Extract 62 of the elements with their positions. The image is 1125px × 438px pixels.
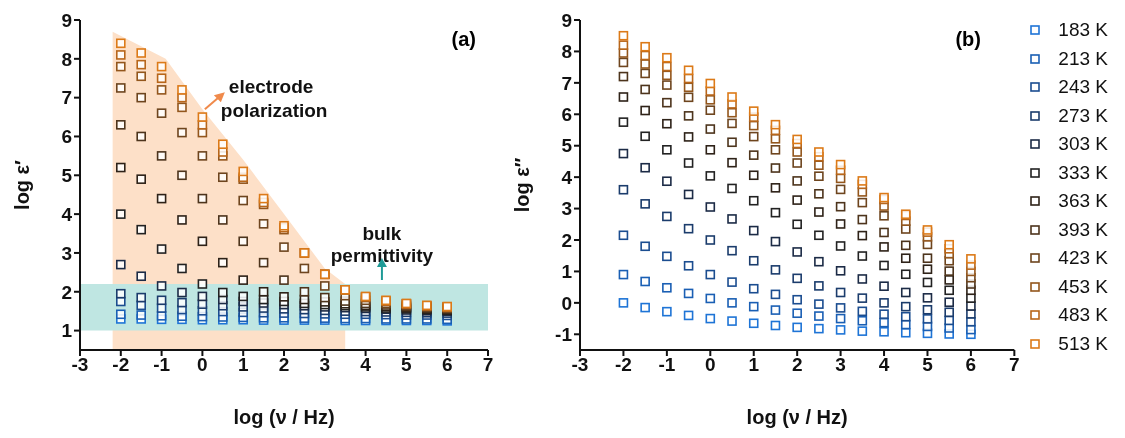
y-tick-label: 6 <box>561 104 572 126</box>
legend-label: 333 K <box>1058 161 1108 184</box>
x-axis-title: log (ν / Hz) <box>746 406 848 428</box>
legend-label: 213 K <box>1058 47 1108 70</box>
legend-label: 393 K <box>1058 218 1108 241</box>
x-tick-label: 4 <box>878 354 890 376</box>
x-tick-label: -2 <box>614 354 632 376</box>
x-tick-label: 2 <box>791 354 803 376</box>
x-tick-label: 0 <box>197 354 208 376</box>
y-tick-label: 2 <box>561 229 572 251</box>
x-axis-title: log (ν / Hz) <box>233 406 335 428</box>
y-axis-title: log ε″ <box>511 157 534 213</box>
y-tick-label: 8 <box>61 48 72 70</box>
legend-label: 363 K <box>1058 190 1108 213</box>
x-tick-label: -1 <box>658 354 676 376</box>
y-tick-label: 9 <box>561 9 572 31</box>
y-tick-label: 4 <box>61 203 73 225</box>
y-tick-label: 6 <box>61 126 72 148</box>
y-tick-label: 0 <box>561 292 572 314</box>
y-tick-label: -1 <box>555 324 573 346</box>
legend-label: 183 K <box>1058 19 1108 42</box>
y-axis-title: log ε′ <box>11 159 34 210</box>
y-tick-label: 9 <box>61 9 72 31</box>
x-tick-label: 1 <box>748 354 760 376</box>
x-tick-label: 1 <box>237 354 249 376</box>
x-tick-label: 6 <box>441 354 453 376</box>
x-tick-label: 7 <box>482 354 494 376</box>
chart-title: (b) <box>955 28 981 51</box>
legend-label: 453 K <box>1058 275 1108 298</box>
x-tick-label: -3 <box>71 354 89 376</box>
legend-label: 483 K <box>1058 304 1108 327</box>
x-tick-label: 2 <box>278 354 290 376</box>
y-tick-label: 7 <box>61 87 72 109</box>
y-tick-label: 1 <box>561 261 573 283</box>
x-tick-label: 7 <box>1009 354 1020 376</box>
annotation: electrode polarization <box>220 76 328 122</box>
y-tick-label: 5 <box>61 165 73 187</box>
chart-title: (a) <box>451 28 476 51</box>
band-label: bulk permittivity <box>330 223 434 266</box>
x-tick-label: 5 <box>401 354 413 376</box>
x-tick-label: 5 <box>922 354 934 376</box>
y-tick-label: 3 <box>61 242 72 264</box>
x-tick-label: -3 <box>571 354 589 376</box>
x-tick-label: 4 <box>360 354 372 376</box>
legend-label: 423 K <box>1058 247 1108 270</box>
y-tick-label: 2 <box>61 281 72 303</box>
legend-label: 513 K <box>1058 332 1108 355</box>
x-tick-label: 3 <box>319 354 331 376</box>
x-tick-label: 6 <box>965 354 977 376</box>
x-tick-label: 0 <box>705 354 716 376</box>
y-tick-label: 8 <box>561 41 572 63</box>
y-tick-label: 7 <box>561 72 572 94</box>
y-tick-label: 1 <box>61 320 73 342</box>
x-tick-label: -1 <box>153 354 171 376</box>
legend-label: 273 K <box>1058 104 1108 127</box>
legend-label: 303 K <box>1058 133 1108 156</box>
x-tick-label: 3 <box>835 354 846 376</box>
y-tick-label: 4 <box>561 166 573 188</box>
x-tick-label: -2 <box>112 354 130 376</box>
y-tick-label: 5 <box>561 135 573 157</box>
y-tick-label: 3 <box>561 198 572 220</box>
legend-label: 243 K <box>1058 76 1108 99</box>
